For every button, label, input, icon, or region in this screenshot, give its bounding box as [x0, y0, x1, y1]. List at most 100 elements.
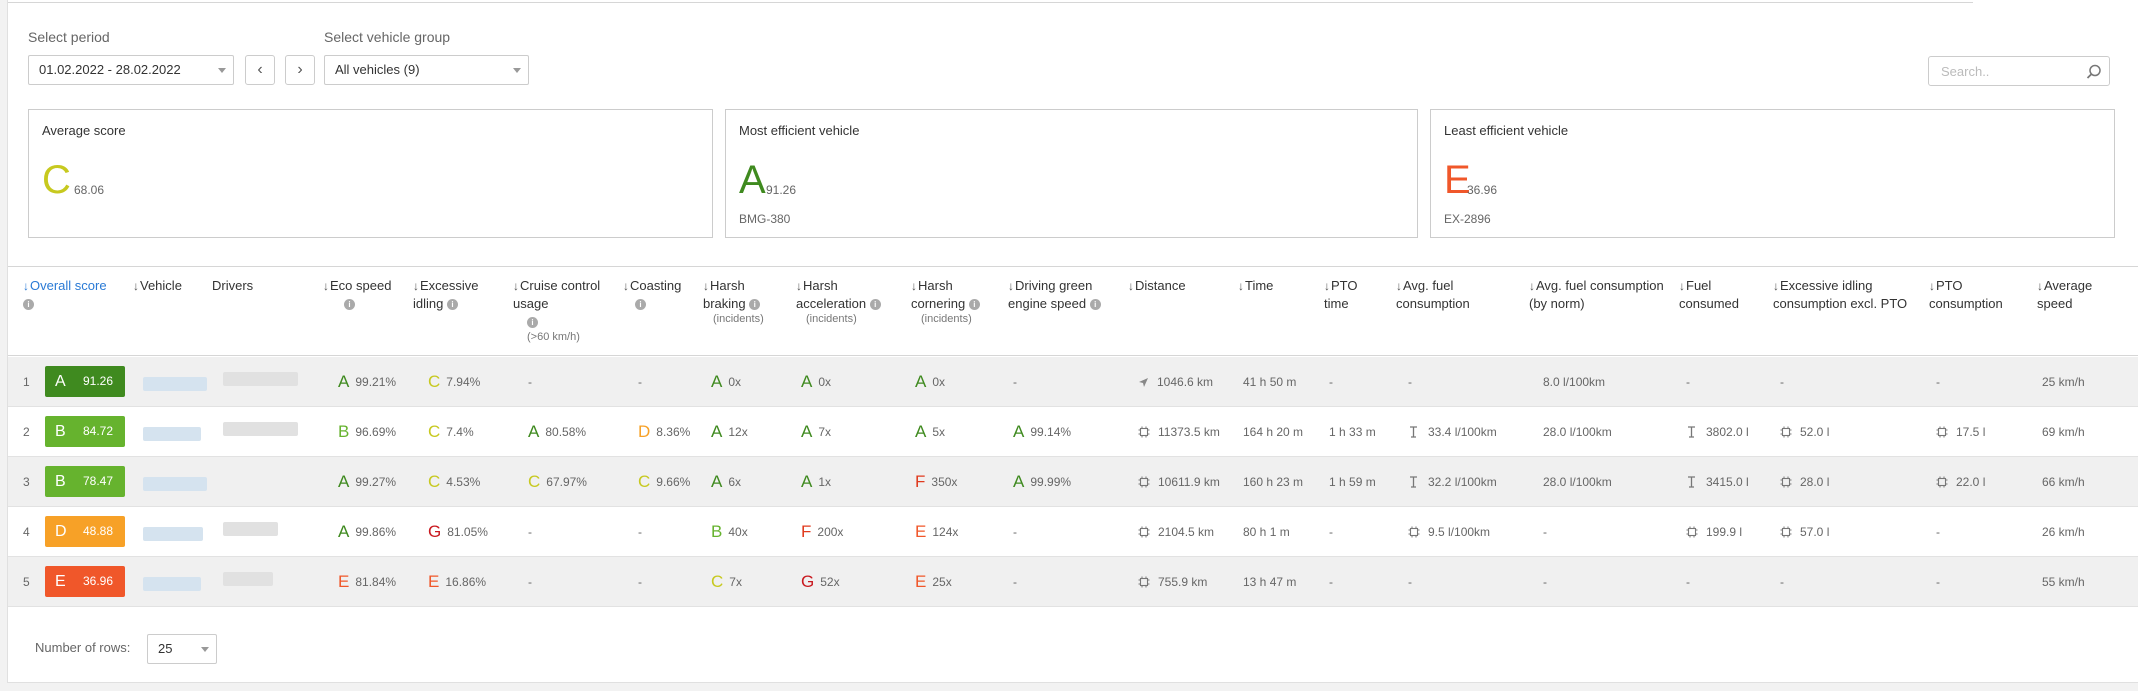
- info-icon[interactable]: i: [1089, 299, 1101, 310]
- fuel-consumed-cell: 199.9 l: [1686, 507, 1742, 557]
- sort-arrow-icon: ↓: [1008, 279, 1014, 293]
- badge-score: 36.96: [82, 574, 113, 588]
- table-row[interactable]: 3 B 78.47 A 99.27% C 4.53% C 67.97% C 9.66% A 6x A 1x F…: [8, 457, 2138, 507]
- col-coasting[interactable]: ↓Coasting i: [623, 278, 682, 310]
- chevron-down-icon: [201, 647, 209, 652]
- search-icon[interactable]: [2085, 63, 2103, 81]
- distance-cell: 755.9 km: [1138, 557, 1207, 607]
- cell-value: -: [1013, 525, 1017, 539]
- col-pto-time[interactable]: ↓PTO time: [1324, 278, 1358, 311]
- cell-value: 124x: [932, 525, 959, 539]
- grade-letter: A: [711, 422, 723, 441]
- vehicle-name-redacted: [143, 577, 201, 591]
- most-efficient-card: Most efficient vehicle A 91.26 BMG-380: [725, 109, 1418, 238]
- col-distance[interactable]: ↓Distance: [1128, 278, 1186, 293]
- avg-fuel-cell: -: [1408, 575, 1412, 589]
- avg-fuel-norm-cell: 28.0 l/100km: [1543, 475, 1612, 489]
- tab-underline: [8, 0, 1973, 3]
- table-row[interactable]: 5 E 36.96 E 81.84% E 16.86% - - C 7x G 52x E 25x - 755.9…: [8, 557, 2138, 607]
- braking-cell: C 7x: [711, 557, 742, 607]
- rows-per-page-label: Number of rows:: [35, 640, 131, 655]
- cell-value: 0x: [728, 375, 742, 389]
- col-avg-fuel[interactable]: ↓Avg. fuel consumption: [1396, 278, 1470, 311]
- grade-letter: A: [1013, 472, 1025, 491]
- info-icon[interactable]: i: [23, 299, 34, 310]
- average-speed-cell: 69 km/h: [2042, 425, 2085, 439]
- col-avg-fuel-norm[interactable]: ↓Avg. fuel consumption (by norm): [1529, 278, 1664, 311]
- cell-value: 200x: [817, 525, 844, 539]
- col-vehicle[interactable]: ↓Vehicle: [133, 278, 182, 293]
- col-harsh-acceleration[interactable]: ↓Harsh acceleration i (incidents): [796, 277, 896, 326]
- time-cell: 164 h 20 m: [1243, 425, 1304, 439]
- search-box[interactable]: [1928, 56, 2110, 86]
- average-speed-cell: 26 km/h: [2042, 525, 2085, 539]
- cell-value: -: [1013, 375, 1017, 389]
- pto-time-cell: 1 h 33 m: [1329, 425, 1376, 439]
- col-overall-score[interactable]: ↓Overall score i: [23, 278, 107, 310]
- prev-period-button[interactable]: ‹: [245, 55, 275, 85]
- col-harsh-braking[interactable]: ↓Harsh braking i (incidents): [703, 278, 764, 325]
- info-icon[interactable]: i: [446, 299, 458, 310]
- cell-value: 0x: [818, 375, 832, 389]
- table-header: ↓Overall score i ↓Vehicle Drivers ↓Eco s…: [8, 266, 2138, 356]
- table-row[interactable]: 4 D 48.88 A 99.86% G 81.05% - - B 40x F 200x E 124x - 21…: [8, 507, 2138, 557]
- cell-value: 67.97%: [546, 475, 587, 489]
- braking-cell: A 12x: [711, 407, 748, 457]
- col-pto-consumption[interactable]: ↓PTO consumption: [1929, 278, 2003, 311]
- info-icon[interactable]: i: [344, 299, 355, 310]
- cell-value: 12x: [728, 425, 748, 439]
- cell-value: 40x: [728, 525, 748, 539]
- col-fuel-consumed[interactable]: ↓Fuel consumed: [1679, 278, 1739, 311]
- col-average-speed[interactable]: ↓Average speed: [2037, 278, 2093, 311]
- cell-value: 96.69%: [355, 425, 397, 439]
- info-icon[interactable]: i: [527, 317, 538, 328]
- distance-cell: 11373.5 km: [1138, 407, 1220, 457]
- cell-value: 99.21%: [355, 375, 397, 389]
- info-icon[interactable]: i: [635, 299, 646, 310]
- badge-grade: B: [55, 473, 66, 490]
- table-row[interactable]: 2 B 84.72 B 96.69% C 7.4% A 80.58% D 8.36% A 12x A 7x A…: [8, 407, 2138, 457]
- cell-value: 7.4%: [446, 425, 474, 439]
- idling-cell: C 7.4%: [428, 407, 474, 457]
- period-select[interactable]: 01.02.2022 - 28.02.2022: [28, 55, 234, 85]
- next-period-button[interactable]: ›: [285, 55, 315, 85]
- badge-grade: D: [55, 523, 67, 540]
- col-excessive-idling[interactable]: ↓Excessive idling i: [413, 278, 479, 311]
- col-eco-speed[interactable]: ↓Eco speed i: [323, 278, 392, 310]
- rows-per-page-select[interactable]: 25: [147, 634, 217, 664]
- info-icon[interactable]: i: [968, 299, 980, 310]
- col-cruise-control[interactable]: ↓Cruise control usage i (>60 km/h): [513, 278, 601, 343]
- engine-icon: [1780, 526, 1792, 538]
- pto-consumption-cell: -: [1936, 375, 1940, 389]
- sort-arrow-icon: ↓: [1773, 279, 1779, 293]
- grade-letter: A: [711, 372, 723, 391]
- info-icon[interactable]: i: [869, 299, 881, 310]
- score-badge: A 91.26: [45, 366, 125, 397]
- col-harsh-cornering[interactable]: ↓Harsh cornering i (incidents): [911, 277, 991, 326]
- score-badge: B 78.47: [45, 466, 125, 497]
- driver-name-redacted: [223, 522, 278, 536]
- search-input[interactable]: [1939, 58, 2079, 84]
- sort-arrow-icon: ↓: [1529, 279, 1535, 293]
- info-icon[interactable]: i: [749, 299, 761, 310]
- idling-excl-cell: -: [1780, 575, 1784, 589]
- grade-letter: E: [915, 522, 927, 541]
- grade-letter: A: [801, 372, 813, 391]
- grade-letter: G: [801, 572, 815, 591]
- col-time[interactable]: ↓Time: [1238, 278, 1274, 293]
- pto-time-cell: -: [1329, 375, 1333, 389]
- sort-arrow-icon: ↓: [323, 279, 329, 293]
- grade-letter: C: [528, 472, 541, 491]
- badge-score: 84.72: [82, 424, 113, 438]
- col-idling-excl-pto[interactable]: ↓Excessive idling consumption excl. PTO: [1773, 278, 1908, 311]
- acceleration-cell: A 0x: [801, 357, 831, 407]
- table-row[interactable]: 1 A 91.26 A 99.21% C 7.94% - - A 0x A 0x A 0x - 1046.6 k…: [8, 357, 2138, 407]
- cell-value: 6x: [728, 475, 742, 489]
- cell-value: 99.99%: [1030, 475, 1072, 489]
- cornering-cell: E 124x: [915, 507, 958, 557]
- grade-letter: F: [915, 472, 926, 491]
- vehicle-group-select[interactable]: All vehicles (9): [324, 55, 529, 85]
- vehicle-name-redacted: [143, 527, 203, 541]
- grade-letter: A: [915, 372, 927, 391]
- col-green-engine-speed[interactable]: ↓Driving green engine speed i: [1008, 277, 1123, 313]
